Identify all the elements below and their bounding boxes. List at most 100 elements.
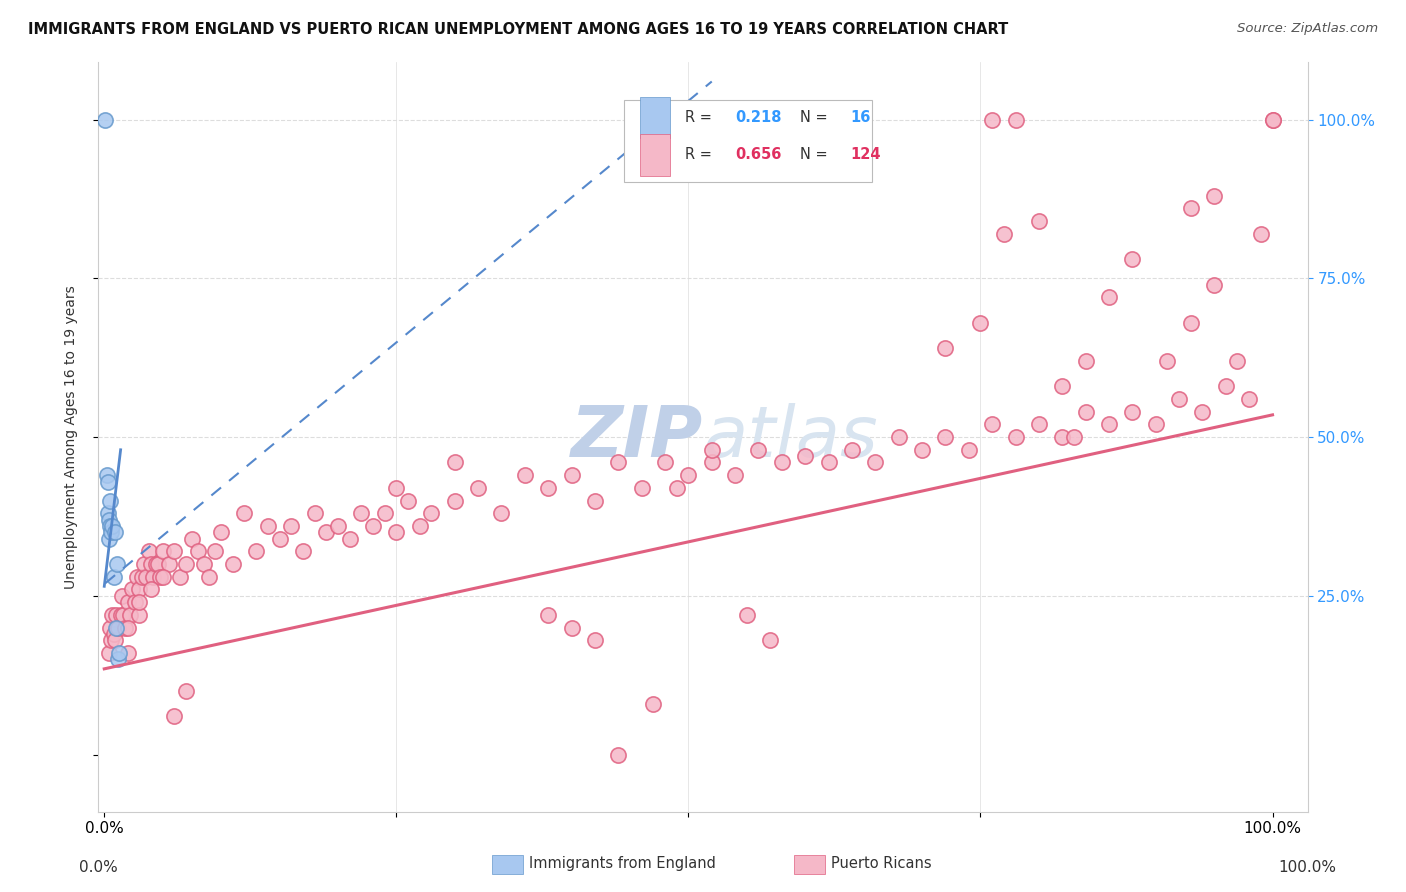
Point — [98, 493, 121, 508]
Point — [887, 430, 910, 444]
Point — [1204, 277, 1226, 292]
Point — [865, 455, 887, 469]
Point — [583, 493, 606, 508]
Point — [1028, 214, 1050, 228]
Point — [163, 709, 186, 723]
Text: Puerto Ricans: Puerto Ricans — [831, 856, 932, 871]
FancyBboxPatch shape — [624, 100, 872, 182]
Text: IMMIGRANTS FROM ENGLAND VS PUERTO RICAN UNEMPLOYMENT AMONG AGES 16 TO 19 YEARS C: IMMIGRANTS FROM ENGLAND VS PUERTO RICAN … — [28, 22, 1008, 37]
Point — [491, 506, 513, 520]
Point — [108, 646, 131, 660]
FancyBboxPatch shape — [640, 97, 671, 138]
Point — [104, 621, 127, 635]
Point — [665, 481, 688, 495]
Point — [121, 582, 143, 597]
Point — [630, 481, 652, 495]
Point — [222, 557, 245, 571]
Point — [1052, 379, 1074, 393]
Point — [198, 570, 221, 584]
Point — [138, 544, 160, 558]
Point — [97, 506, 120, 520]
Point — [1180, 316, 1202, 330]
Point — [1063, 430, 1085, 444]
Point — [269, 532, 291, 546]
Point — [361, 519, 384, 533]
Point — [700, 442, 723, 457]
Point — [128, 607, 150, 622]
Point — [1215, 379, 1237, 393]
Point — [142, 570, 165, 584]
Point — [1052, 430, 1074, 444]
Point — [934, 341, 956, 355]
Point — [103, 570, 125, 584]
Point — [107, 652, 129, 666]
Point — [169, 570, 191, 584]
Point — [163, 544, 186, 558]
Point — [97, 513, 120, 527]
Point — [233, 506, 256, 520]
Point — [1004, 430, 1026, 444]
Text: 100.0%: 100.0% — [1278, 861, 1337, 875]
Point — [204, 544, 226, 558]
Point — [467, 481, 489, 495]
Point — [1180, 202, 1202, 216]
Point — [339, 532, 361, 546]
Point — [128, 582, 150, 597]
Point — [124, 595, 146, 609]
Point — [180, 532, 202, 546]
Point — [385, 481, 408, 495]
Point — [1191, 405, 1213, 419]
Point — [993, 227, 1015, 241]
Point — [678, 468, 700, 483]
Point — [735, 607, 758, 622]
Point — [117, 621, 139, 635]
Point — [131, 570, 153, 584]
Point — [1121, 252, 1143, 267]
Point — [94, 112, 117, 127]
Point — [374, 506, 396, 520]
Point — [969, 316, 991, 330]
FancyBboxPatch shape — [640, 135, 671, 176]
Point — [817, 455, 839, 469]
Point — [1074, 354, 1097, 368]
Point — [103, 627, 125, 641]
Point — [209, 525, 232, 540]
Text: 0.656: 0.656 — [735, 147, 782, 162]
Point — [724, 468, 747, 483]
Point — [100, 525, 122, 540]
Point — [420, 506, 443, 520]
Text: 16: 16 — [851, 110, 870, 125]
Point — [157, 557, 180, 571]
Point — [350, 506, 373, 520]
Point — [117, 646, 139, 660]
Point — [326, 519, 349, 533]
Point — [1074, 405, 1097, 419]
Point — [911, 442, 934, 457]
Point — [396, 493, 419, 508]
Point — [981, 417, 1004, 432]
Point — [152, 544, 174, 558]
Point — [245, 544, 267, 558]
Point — [118, 607, 141, 622]
Point — [104, 607, 127, 622]
Text: atlas: atlas — [703, 402, 877, 472]
Point — [125, 570, 148, 584]
Point — [174, 684, 197, 698]
Text: N =: N = — [800, 110, 832, 125]
Point — [135, 570, 157, 584]
Point — [291, 544, 314, 558]
Point — [759, 633, 782, 648]
Point — [654, 455, 676, 469]
Point — [98, 621, 121, 635]
Point — [385, 525, 408, 540]
Point — [841, 442, 863, 457]
Point — [770, 455, 793, 469]
Text: Source: ZipAtlas.com: Source: ZipAtlas.com — [1237, 22, 1378, 36]
Point — [152, 570, 174, 584]
Point — [105, 557, 128, 571]
Point — [304, 506, 326, 520]
Point — [1204, 188, 1226, 202]
Point — [561, 621, 583, 635]
Point — [747, 442, 769, 457]
Point — [97, 475, 120, 489]
